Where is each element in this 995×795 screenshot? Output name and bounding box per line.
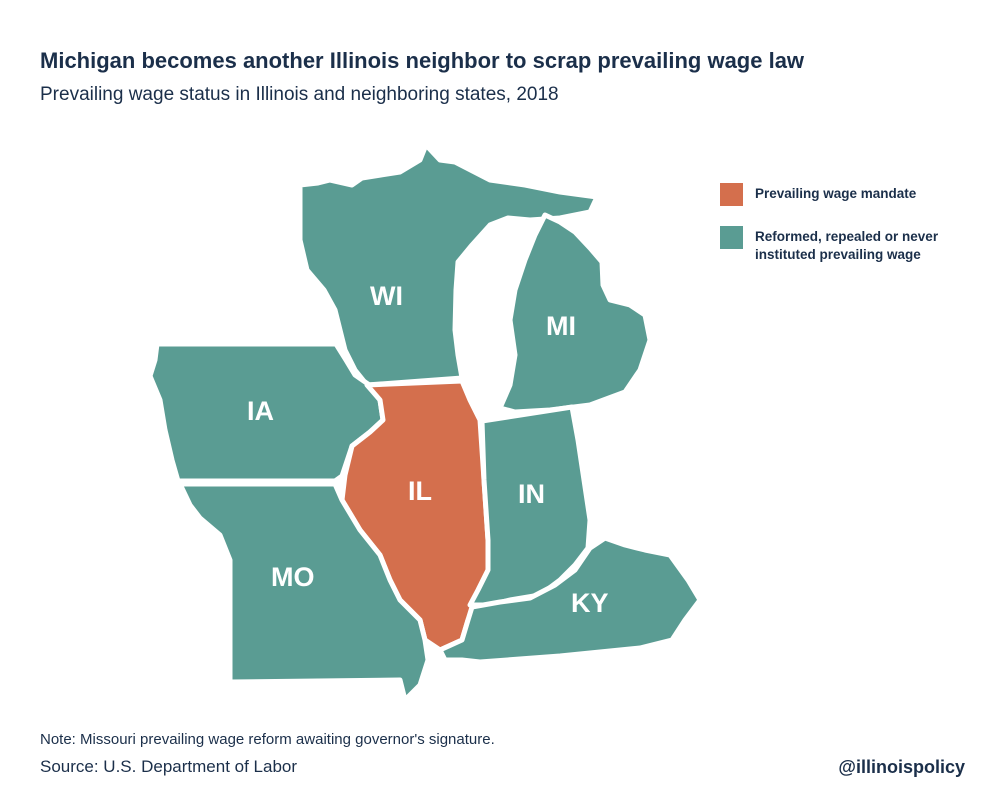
legend: Prevailing wage mandate Reformed, repeal… bbox=[720, 183, 970, 284]
label-wi: WI bbox=[370, 281, 403, 311]
legend-swatch-reformed bbox=[720, 226, 743, 249]
label-mo: MO bbox=[271, 562, 315, 592]
footnote: Note: Missouri prevailing wage reform aw… bbox=[40, 731, 495, 748]
chart-title: Michigan becomes another Illinois neighb… bbox=[40, 48, 805, 73]
state-ky bbox=[437, 535, 703, 665]
label-ia: IA bbox=[247, 396, 274, 426]
legend-label-reformed: Reformed, repealed or never instituted p… bbox=[755, 229, 939, 262]
legend-item-mandate: Prevailing wage mandate bbox=[720, 183, 970, 206]
legend-label-mandate: Prevailing wage mandate bbox=[755, 186, 917, 201]
source-text: Source: U.S. Department of Labor bbox=[40, 757, 298, 776]
legend-item-reformed: Reformed, repealed or never instituted p… bbox=[720, 226, 970, 264]
social-handle: @illinoispolicy bbox=[838, 757, 965, 777]
label-mi: MI bbox=[546, 311, 576, 341]
state-mo bbox=[177, 481, 431, 703]
state-mi bbox=[497, 212, 653, 415]
label-in: IN bbox=[518, 479, 545, 509]
legend-swatch-mandate bbox=[720, 183, 743, 206]
state-wi bbox=[297, 142, 600, 388]
label-ky: KY bbox=[571, 588, 609, 618]
label-il: IL bbox=[408, 476, 432, 506]
chart-subtitle: Prevailing wage status in Illinois and n… bbox=[40, 84, 559, 105]
